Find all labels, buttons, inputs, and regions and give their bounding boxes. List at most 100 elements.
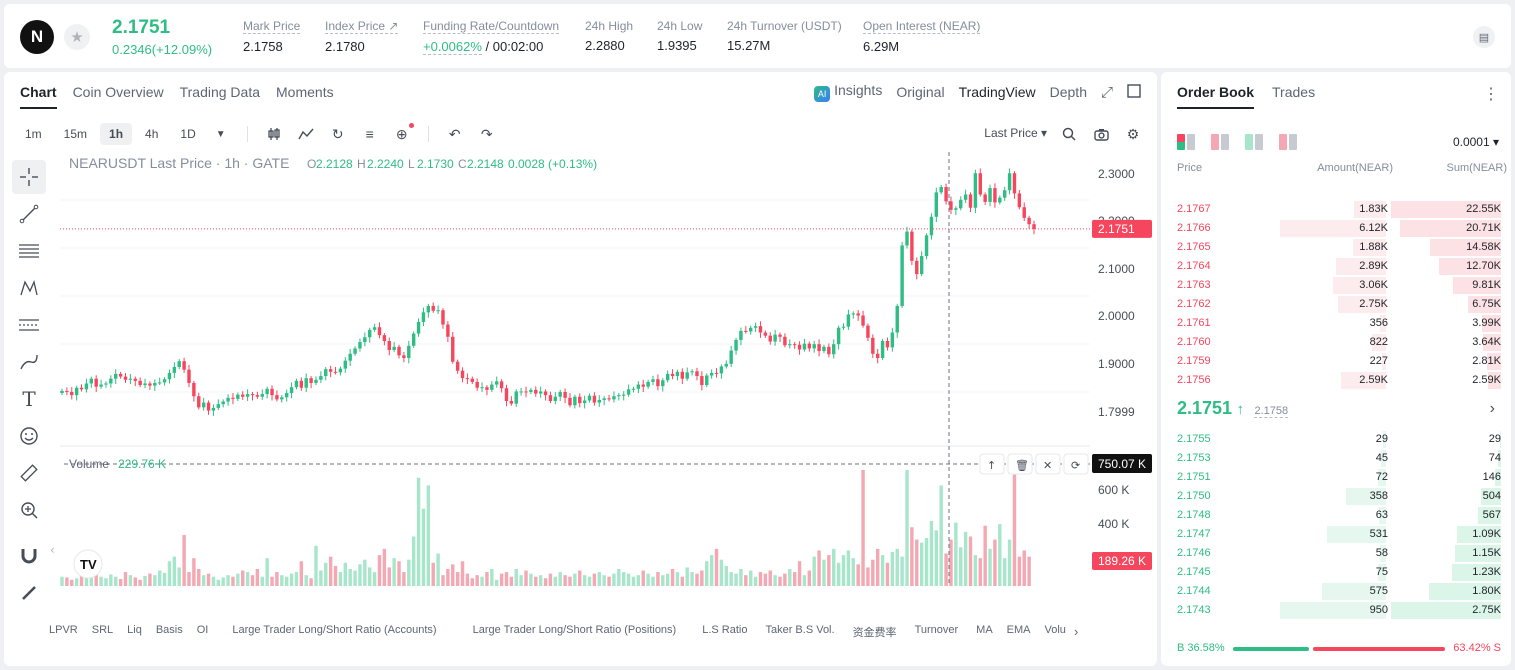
orderbook-row[interactable]: 2.1750 358 504: [1161, 487, 1511, 506]
indicator-item[interactable]: MA: [976, 624, 993, 636]
candle-body: [592, 395, 597, 403]
templates-icon[interactable]: ≡: [365, 126, 374, 142]
view-tradingview[interactable]: TradingView: [958, 84, 1036, 100]
sum-depth-bar: [1495, 469, 1501, 486]
candle-type-icon[interactable]: [262, 122, 286, 146]
search-icon[interactable]: [1057, 122, 1081, 146]
index-price-stat[interactable]: Index Price ↗ 2.1780: [325, 19, 399, 54]
insights-button[interactable]: AI Insights: [814, 82, 882, 102]
indicator-item[interactable]: LPVR: [49, 624, 78, 636]
orderbook-row[interactable]: 2.1746 58 1.15K: [1161, 544, 1511, 563]
orderbook-row[interactable]: 2.1744 575 1.80K: [1161, 582, 1511, 601]
indicator-item[interactable]: SRL: [91, 624, 114, 636]
crosshair-icon[interactable]: [12, 160, 46, 194]
tick-size-select[interactable]: 0.0001 ▾: [1452, 135, 1499, 149]
orderbook-row[interactable]: 2.1767 1.83K 22.55K: [1161, 200, 1511, 219]
window-icon[interactable]: [1127, 83, 1141, 101]
indicator-item[interactable]: OI: [196, 624, 209, 636]
emoji-icon[interactable]: [12, 419, 46, 453]
candle-body: [895, 305, 899, 333]
favorite-star-icon[interactable]: ★: [64, 24, 90, 50]
both-sides-view-icon[interactable]: [1177, 134, 1195, 150]
orderbook-row[interactable]: 2.1766 6.12K 20.71K: [1161, 219, 1511, 238]
ruler-icon[interactable]: [12, 456, 46, 490]
indicator-item[interactable]: 资金费率: [852, 627, 897, 639]
chart-toolbar: 1m 15m 1h 4h 1D ▼ ↻ ≡ ⊕ ↶ ↷ Last Price ▾…: [4, 118, 1157, 150]
view-original[interactable]: Original: [896, 84, 945, 100]
indicators-icon[interactable]: [294, 122, 318, 146]
undo-icon[interactable]: ↶: [448, 125, 461, 142]
orderbook-row[interactable]: 2.1753 45 74: [1161, 449, 1511, 468]
interval-1h[interactable]: 1h: [100, 123, 133, 145]
indicator-item[interactable]: Volu: [1044, 624, 1066, 636]
view-depth[interactable]: Depth: [1049, 84, 1087, 100]
tab-moments[interactable]: Moments: [276, 84, 334, 100]
tab-order-book[interactable]: Order Book: [1177, 84, 1255, 109]
indicator-item[interactable]: EMA: [1006, 624, 1031, 636]
orderbook-row[interactable]: 2.1756 2.59K 2.59K: [1161, 371, 1511, 390]
row-amount: 75: [1375, 566, 1388, 578]
volume-bar: [573, 573, 577, 586]
indicator-item[interactable]: Taker B.S Vol.: [765, 624, 835, 636]
orderbook-row[interactable]: 2.1764 2.89K 12.70K: [1161, 257, 1511, 276]
prediction-icon[interactable]: [12, 308, 46, 342]
more-icon[interactable]: ⋮: [1483, 86, 1499, 103]
interval-1d[interactable]: 1D: [180, 127, 196, 141]
chevron-right-icon[interactable]: ›: [1073, 624, 1079, 639]
interval-dropdown-icon[interactable]: ▼: [215, 128, 226, 140]
tab-trading-data[interactable]: Trading Data: [179, 84, 261, 100]
magnet-icon[interactable]: [12, 539, 46, 573]
orderbook-row[interactable]: 2.1759 227 2.81K: [1161, 352, 1511, 371]
indicator-item[interactable]: L.S Ratio: [702, 624, 748, 636]
indicator-item[interactable]: Basis: [155, 624, 183, 636]
indicator-item[interactable]: Turnover: [914, 624, 959, 636]
orderbook-row[interactable]: 2.1761 356 3.99K: [1161, 314, 1511, 333]
pattern-icon[interactable]: [12, 271, 46, 305]
add-alert-icon[interactable]: ⊕: [390, 122, 414, 146]
indicator-item[interactable]: Large Trader Long/Short Ratio (Accounts): [232, 624, 437, 636]
tab-chart[interactable]: Chart: [20, 84, 57, 109]
interval-1m[interactable]: 1m: [25, 127, 42, 141]
pencil-icon[interactable]: [12, 576, 46, 610]
orderbook-row[interactable]: 2.1760 822 3.64K: [1161, 333, 1511, 352]
orderbook-row[interactable]: 2.1763 3.06K 9.81K: [1161, 276, 1511, 295]
book-icon[interactable]: ▤: [1473, 26, 1495, 48]
row-price: 2.1755: [1177, 433, 1211, 445]
orderbook-row[interactable]: 2.1765 1.88K 14.58K: [1161, 238, 1511, 257]
settings-gear-icon[interactable]: ⚙: [1126, 125, 1140, 142]
row-sum: 1.15K: [1472, 547, 1501, 559]
mid-price-row[interactable]: 2.1751 ↑ 2.1758 ›: [1177, 398, 1501, 419]
expand-icon[interactable]: ⤢: [1100, 83, 1113, 101]
orderbook-row[interactable]: 2.1751 72 146: [1161, 468, 1511, 487]
indicator-item[interactable]: Liq: [127, 624, 142, 636]
orderbook-row[interactable]: 2.1747 531 1.09K: [1161, 525, 1511, 544]
camera-icon[interactable]: [1089, 122, 1113, 146]
redo-icon[interactable]: ↷: [480, 125, 493, 142]
interval-15m[interactable]: 15m: [63, 127, 88, 141]
chevron-right-icon[interactable]: ›: [1489, 400, 1495, 417]
orderbook-row[interactable]: 2.1748 63 567: [1161, 506, 1511, 525]
interval-4h[interactable]: 4h: [145, 127, 159, 141]
asks-only-view-icon[interactable]: [1211, 134, 1229, 150]
candle-body: [451, 336, 455, 362]
volume-bar: [123, 572, 128, 586]
price-chart[interactable]: 2.30002.20002.10002.00001.90001.79992.17…: [4, 152, 1157, 592]
brush-icon[interactable]: [12, 345, 46, 379]
zoom-in-icon[interactable]: [12, 493, 46, 527]
candle-body: [133, 378, 137, 381]
tab-coin-overview[interactable]: Coin Overview: [72, 84, 164, 100]
bids-only-view-icon[interactable]: [1245, 134, 1263, 150]
fib-icon[interactable]: [12, 234, 46, 268]
tab-trades[interactable]: Trades: [1272, 84, 1316, 100]
indicator-item[interactable]: Large Trader Long/Short Ratio (Positions…: [472, 624, 677, 636]
orderbook-row[interactable]: 2.1762 2.75K 6.75K: [1161, 295, 1511, 314]
replay-icon[interactable]: ↻: [331, 125, 344, 142]
orderbook-row[interactable]: 2.1755 29 29: [1161, 430, 1511, 449]
asks-view-alt-icon[interactable]: [1279, 134, 1297, 150]
text-icon[interactable]: T: [22, 387, 36, 411]
stat-label[interactable]: Index Price ↗: [325, 19, 399, 34]
trendline-icon[interactable]: [12, 197, 46, 231]
orderbook-row[interactable]: 2.1745 75 1.23K: [1161, 563, 1511, 582]
orderbook-row[interactable]: 2.1743 950 2.75K: [1161, 601, 1511, 620]
price-source-select[interactable]: Last Price ▾: [984, 126, 1047, 140]
